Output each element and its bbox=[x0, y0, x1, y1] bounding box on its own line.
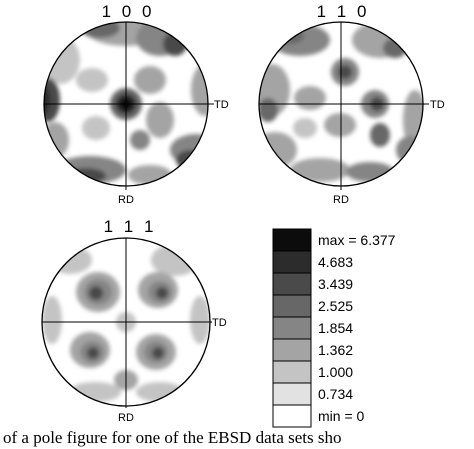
pole-figure-100: 1 0 0 TD RD bbox=[43, 2, 229, 206]
pole-figure-110: 1 1 0 TD RD bbox=[258, 2, 445, 206]
pole-figure-110-title: 1 1 0 bbox=[317, 2, 370, 21]
legend-swatch bbox=[272, 338, 312, 362]
legend-label: min = 0 bbox=[318, 408, 365, 424]
legend-label: 1.854 bbox=[318, 320, 353, 336]
pole-figure-111-title: 1 1 1 bbox=[104, 217, 157, 236]
legend-label: 4.683 bbox=[318, 254, 353, 270]
legend-swatch bbox=[272, 382, 312, 406]
legend-label: max = 6.377 bbox=[318, 232, 396, 248]
pole-figure-111-td-label: TD bbox=[212, 317, 227, 329]
figure-caption: of a pole figure for one of the EBSD dat… bbox=[0, 427, 474, 449]
legend-label: 1.000 bbox=[318, 364, 353, 380]
pole-figure-111-rd-label: RD bbox=[118, 412, 134, 424]
legend-swatch bbox=[272, 316, 312, 340]
legend-label: 0.734 bbox=[318, 386, 353, 402]
legend-label: 3.439 bbox=[318, 276, 353, 292]
legend-swatch bbox=[272, 360, 312, 384]
pole-figure-100-rd-label: RD bbox=[118, 194, 134, 206]
legend-swatch bbox=[272, 272, 312, 296]
legend-swatch bbox=[272, 294, 312, 318]
legend-swatch bbox=[272, 404, 312, 428]
figure-caption-text: of a pole figure for one of the EBSD dat… bbox=[3, 428, 342, 447]
legend-swatch bbox=[272, 228, 312, 252]
intensity-legend: max = 6.377 4.683 3.439 2.525 1.854 1.362 1.00… bbox=[272, 228, 396, 428]
pole-figure-100-td-label: TD bbox=[214, 99, 229, 111]
pole-figure-110-td-label: TD bbox=[430, 99, 445, 111]
pole-figure-111: 1 1 1 TD RD bbox=[41, 217, 227, 424]
pole-figure-100-title: 1 0 0 bbox=[102, 2, 155, 21]
legend-label: 1.362 bbox=[318, 342, 353, 358]
legend-label: 2.525 bbox=[318, 298, 353, 314]
legend-swatch bbox=[272, 250, 312, 274]
pole-figure-110-rd-label: RD bbox=[333, 194, 349, 206]
